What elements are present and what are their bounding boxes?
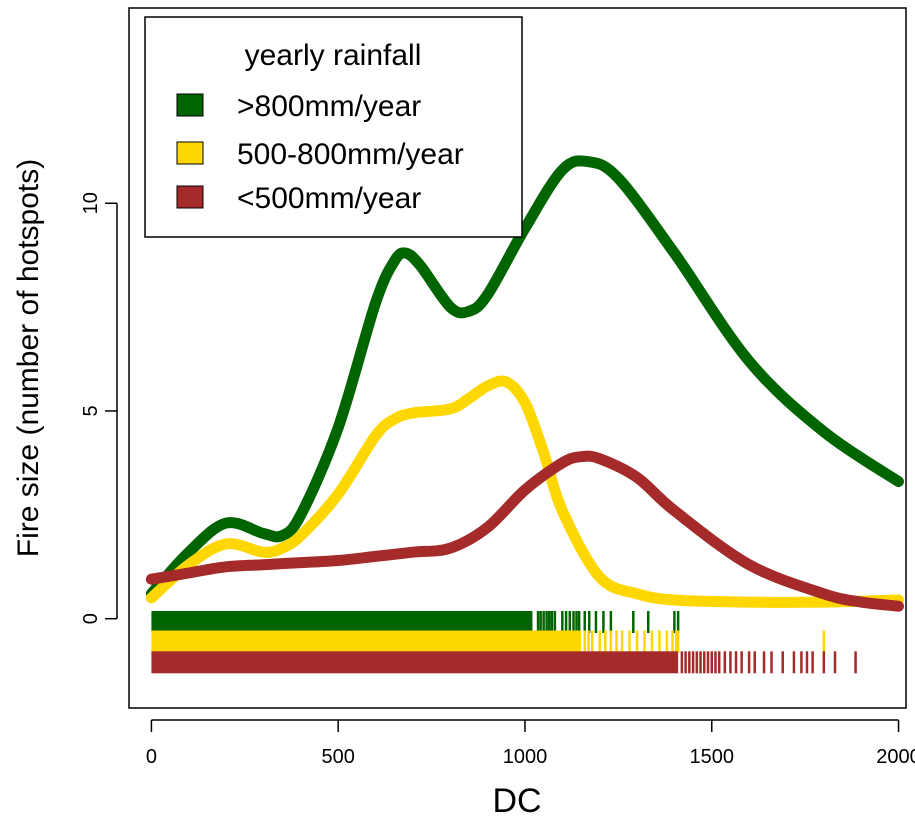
series-line-2 (145, 450, 904, 612)
legend-entry-mid: 500-800mm/year (237, 138, 464, 171)
legend-swatch-mid (176, 141, 204, 165)
x-axis-label: DC (492, 782, 541, 820)
x-tick-label: 1000 (503, 746, 548, 768)
rug-marks (151, 611, 857, 674)
y-tick-label: 10 (80, 192, 102, 214)
x-tick-label: 0 (146, 746, 157, 768)
series-line-0 (145, 155, 904, 600)
legend-box (144, 16, 523, 238)
plot-frame (128, 7, 907, 709)
legend-swatch-dry (176, 185, 204, 209)
rug-band-2 (151, 651, 679, 674)
y-tick-label: 5 (80, 405, 102, 416)
y-axis: 0 5 10 (80, 192, 118, 624)
y-axis-label: Fire size (number of hotspots) (12, 159, 45, 557)
density-lines (145, 155, 904, 612)
legend-entry-dry: <500mm/year (237, 182, 421, 215)
legend-entry-wet: >800mm/year (237, 90, 421, 123)
series-line-1 (145, 375, 904, 608)
rug-band-0 (151, 611, 533, 634)
y-tick-label: 0 (80, 613, 102, 624)
rug-band-1 (151, 630, 582, 653)
legend: yearly rainfall >800mm/year 500-800mm/ye… (144, 16, 523, 238)
legend-swatch-wet (176, 93, 204, 117)
legend-title: yearly rainfall (245, 39, 422, 72)
x-tick-label: 1500 (690, 746, 735, 768)
x-tick-label: 500 (322, 746, 355, 768)
